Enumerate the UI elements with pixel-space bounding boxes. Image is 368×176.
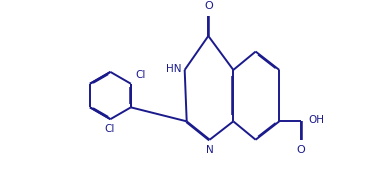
Text: O: O <box>204 1 213 11</box>
Text: Cl: Cl <box>104 124 114 134</box>
Text: O: O <box>296 146 305 155</box>
Text: N: N <box>206 145 214 155</box>
Text: OH: OH <box>308 115 324 125</box>
Text: Cl: Cl <box>135 70 146 80</box>
Text: HN: HN <box>166 64 182 74</box>
